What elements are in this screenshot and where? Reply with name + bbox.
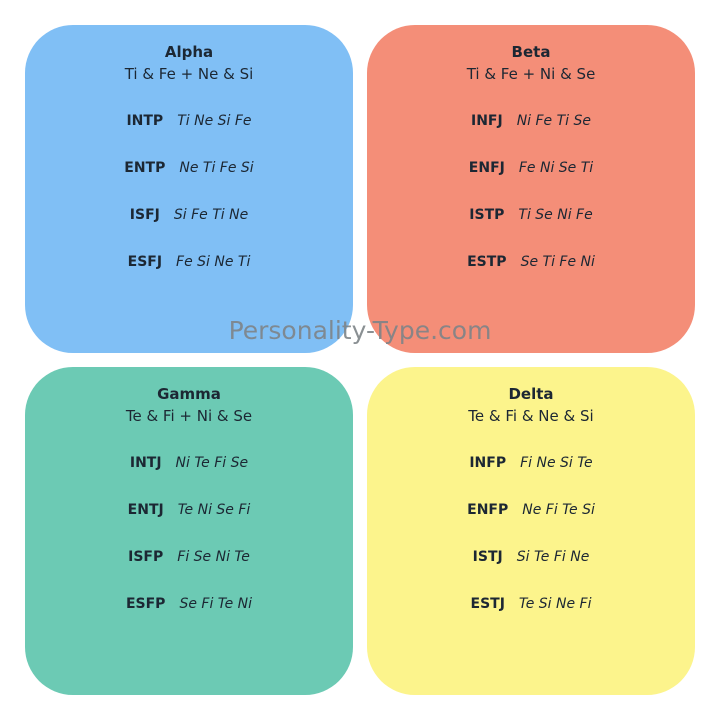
type-code: ESTJ bbox=[470, 596, 505, 612]
type-code: INFJ bbox=[470, 113, 503, 129]
type-code: ENFP bbox=[467, 502, 509, 518]
function-stack: Ni Fe Ti Se bbox=[516, 113, 592, 129]
function-stack: Fi Se Ni Te bbox=[177, 549, 250, 565]
type-row: INFJ Ni Fe Ti Se bbox=[367, 113, 695, 129]
quadrant-alpha: Alpha Ti & Fe + Ne & Si INTP Ti Ne Si Fe… bbox=[25, 25, 353, 353]
type-row: ISTP Ti Se Ni Fe bbox=[367, 207, 695, 223]
quadrant-functions: Ti & Fe + Ni & Se bbox=[466, 65, 596, 83]
type-code: ESTP bbox=[467, 254, 507, 270]
function-stack: Se Ti Fe Ni bbox=[520, 254, 595, 270]
function-stack: Te Ni Se Fi bbox=[177, 502, 251, 518]
quadrant-title: Gamma bbox=[157, 385, 221, 403]
type-row: ISFJ Si Fe Ti Ne bbox=[25, 207, 353, 223]
function-stack: Si Te Fi Ne bbox=[516, 549, 590, 565]
function-stack: Ti Ne Si Fe bbox=[177, 113, 252, 129]
quadrant-delta: Delta Te & Fi & Ne & Si INFP Fi Ne Si Te… bbox=[367, 367, 695, 695]
type-code: INTJ bbox=[129, 455, 162, 471]
type-code: ISFP bbox=[128, 549, 164, 565]
function-stack: Si Fe Ti Ne bbox=[173, 207, 249, 223]
type-row: ISTJ Si Te Fi Ne bbox=[367, 549, 695, 565]
quadrant-title: Alpha bbox=[164, 43, 214, 61]
type-row: ISFP Fi Se Ni Te bbox=[25, 549, 353, 565]
type-code: ESFP bbox=[125, 596, 166, 612]
type-code: ENTJ bbox=[127, 502, 164, 518]
quadrant-gamma: Gamma Te & Fi + Ni & Se INTJ Ni Te Fi Se… bbox=[25, 367, 353, 695]
function-stack: Ne Fi Te Si bbox=[522, 502, 595, 518]
type-code: ISFJ bbox=[129, 207, 160, 223]
function-stack: Ni Te Fi Se bbox=[175, 455, 249, 471]
type-code: ESFJ bbox=[127, 254, 163, 270]
watermark: Personality-Type.com bbox=[228, 316, 492, 345]
function-stack: Se Fi Te Ni bbox=[179, 596, 253, 612]
type-row: ENFP Ne Fi Te Si bbox=[367, 502, 695, 518]
quadrant-beta: Beta Ti & Fe + Ni & Se INFJ Ni Fe Ti Se … bbox=[367, 25, 695, 353]
quadrant-title: Beta bbox=[511, 43, 551, 61]
function-stack: Te Si Ne Fi bbox=[518, 596, 592, 612]
type-row: ENTP Ne Ti Fe Si bbox=[25, 160, 353, 176]
type-code: ENTP bbox=[124, 160, 166, 176]
type-row: INTP Ti Ne Si Fe bbox=[25, 113, 353, 129]
quadrant-functions: Te & Fi & Ne & Si bbox=[468, 407, 594, 425]
function-stack: Fe Ni Se Ti bbox=[518, 160, 594, 176]
type-row: INTJ Ni Te Fi Se bbox=[25, 455, 353, 471]
type-code: INTP bbox=[126, 113, 164, 129]
quadrant-title: Delta bbox=[508, 385, 554, 403]
type-row: ESFP Se Fi Te Ni bbox=[25, 596, 353, 612]
type-code: ENFJ bbox=[468, 160, 505, 176]
type-row: ESTJ Te Si Ne Fi bbox=[367, 596, 695, 612]
type-code: ISTP bbox=[469, 207, 505, 223]
type-row: INFP Fi Ne Si Te bbox=[367, 455, 695, 471]
function-stack: Ti Se Ni Fe bbox=[518, 207, 593, 223]
function-stack: Fe Si Ne Ti bbox=[176, 254, 251, 270]
type-row: ENFJ Fe Ni Se Ti bbox=[367, 160, 695, 176]
type-code: INFP bbox=[469, 455, 507, 471]
type-row: ENTJ Te Ni Se Fi bbox=[25, 502, 353, 518]
type-row: ESFJ Fe Si Ne Ti bbox=[25, 254, 353, 270]
type-row: ESTP Se Ti Fe Ni bbox=[367, 254, 695, 270]
type-code: ISTJ bbox=[472, 549, 503, 565]
function-stack: Fi Ne Si Te bbox=[520, 455, 593, 471]
quadrant-functions: Ti & Fe + Ne & Si bbox=[124, 65, 254, 83]
function-stack: Ne Ti Fe Si bbox=[179, 160, 254, 176]
quadrant-functions: Te & Fi + Ni & Se bbox=[125, 407, 253, 425]
